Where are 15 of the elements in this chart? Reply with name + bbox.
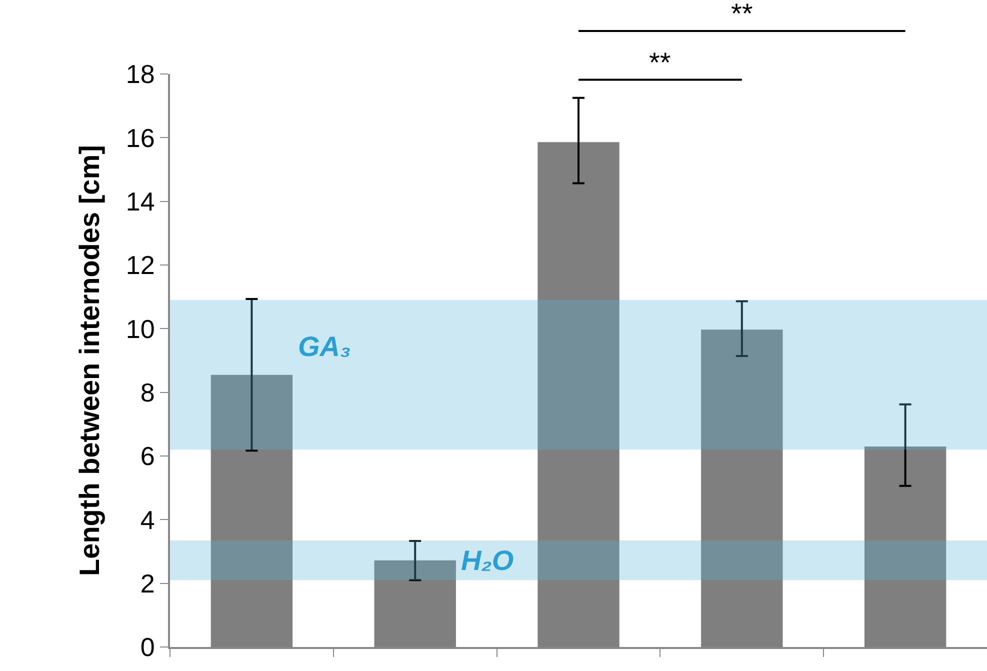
- y-tick-label: 16: [126, 122, 155, 153]
- annotation: **: [649, 47, 671, 78]
- y-tick-label: 12: [126, 250, 155, 280]
- band-label: GA₃: [298, 331, 351, 362]
- y-tick-label: 14: [126, 186, 155, 216]
- y-tick-label: 10: [126, 314, 155, 344]
- y-tick-label: 0: [140, 632, 155, 662]
- y-axis-title: Length between internodes [cm]: [74, 145, 106, 576]
- y-tick-label: 2: [140, 568, 155, 598]
- y-tick-label: 6: [140, 441, 155, 472]
- y-tick-label: 8: [140, 377, 155, 408]
- y-tick-label: 4: [140, 504, 155, 535]
- text: **: [731, 0, 753, 29]
- band-label: H₂O: [461, 545, 514, 576]
- y-tick-label: 18: [126, 59, 155, 90]
